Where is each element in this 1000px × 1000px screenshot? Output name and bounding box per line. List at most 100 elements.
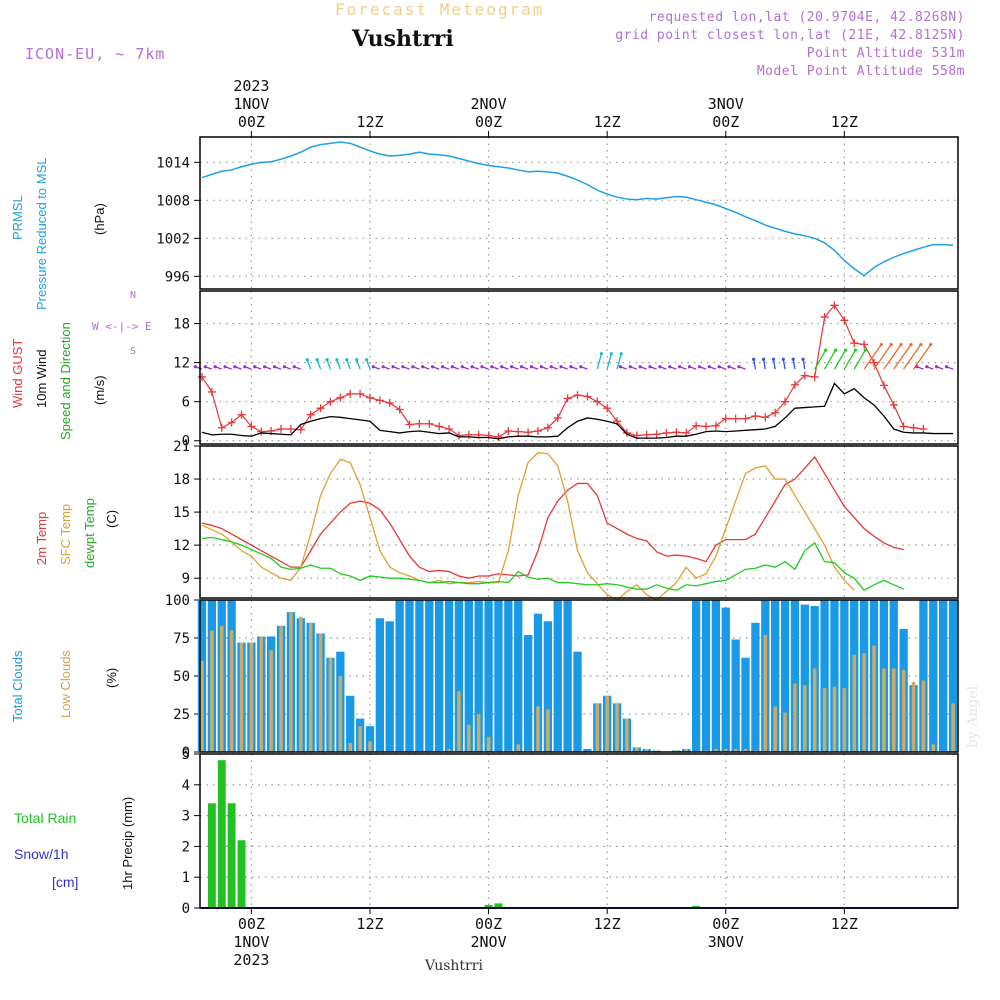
wind-arrow-head xyxy=(929,342,933,347)
rain-label: Total Rain xyxy=(14,810,77,826)
wind-arrow-head xyxy=(233,365,237,369)
total-clouds-bar xyxy=(948,600,958,752)
y-tick-label: 75 xyxy=(173,631,190,647)
wind-direction-arrow xyxy=(616,353,622,370)
low-clouds-bar xyxy=(467,724,471,752)
gust-point-marker xyxy=(415,419,424,428)
wind-arrow-head xyxy=(335,358,339,362)
compass-s: S xyxy=(130,346,137,357)
wind-direction-arrow xyxy=(833,349,847,370)
rain-bar xyxy=(692,905,701,908)
y-tick-label: 0 xyxy=(182,901,190,917)
low-clouds-bar xyxy=(536,706,540,752)
gust-point-marker xyxy=(919,425,928,434)
total-clouds-bar xyxy=(939,600,948,752)
snow-unit: [cm] xyxy=(52,874,79,890)
gust-point-marker xyxy=(800,371,809,380)
low-clouds-bar xyxy=(506,750,511,752)
gust-point-marker xyxy=(425,419,434,428)
low-clouds-bar xyxy=(951,703,955,752)
wind-arrow-head xyxy=(500,365,504,369)
gust-point-marker xyxy=(395,405,404,414)
low-clouds-bar xyxy=(338,676,343,752)
low-clouds-bar xyxy=(901,669,906,752)
wind-arrow-head xyxy=(569,365,573,369)
top-hour-label: 12Z xyxy=(356,113,383,131)
panel-frame xyxy=(199,599,959,753)
gridpoint-coords: grid point closest lon,lat (21E, 42.8125… xyxy=(615,28,965,43)
wind-arrow-head xyxy=(193,365,197,369)
wind-arrow-head xyxy=(727,365,731,369)
low-clouds-bar xyxy=(358,726,362,752)
rain-bar xyxy=(207,803,216,908)
top-date-label: 3NOV xyxy=(708,95,744,113)
wind-direction-arrow xyxy=(346,359,351,370)
gust-point-marker xyxy=(622,428,631,437)
low-clouds-bar xyxy=(674,750,679,752)
wind-arrow-head xyxy=(697,365,702,369)
wind-arrow-head xyxy=(944,365,949,369)
wind-arrow-head xyxy=(345,358,349,362)
panel-frame xyxy=(199,136,959,290)
wind-arrow-head xyxy=(480,365,484,369)
wind-arrow-head xyxy=(203,365,207,369)
wind-arrow-head xyxy=(909,342,913,347)
wind-arrow-head xyxy=(450,365,454,369)
dewpt-series-line xyxy=(201,536,904,592)
total-clouds-bar xyxy=(701,600,711,752)
wind-arrow-head xyxy=(315,358,319,362)
compass-we: W <-|-> E xyxy=(92,320,152,333)
y-tick-label: 2 xyxy=(182,839,190,855)
total-clouds-bar xyxy=(563,600,572,752)
gust-point-marker xyxy=(810,372,819,381)
rain-bar xyxy=(494,903,503,908)
low-clouds-bar xyxy=(891,668,896,752)
wind-direction-arrow xyxy=(316,359,322,370)
wind-arrow-head xyxy=(853,348,857,352)
y-tick-label: 3 xyxy=(182,809,190,825)
gust-point-marker xyxy=(761,413,770,422)
panel-background xyxy=(200,754,958,908)
low-clouds-bar xyxy=(200,660,204,752)
low-clouds-bar xyxy=(763,634,768,752)
low-clouds-bar xyxy=(516,744,521,752)
total-clouds-bar xyxy=(474,600,483,752)
total-clouds-bar xyxy=(523,634,533,752)
low-clouds-bar xyxy=(793,683,797,752)
y-tick-label: 21 xyxy=(173,439,190,455)
wind-arrow-head xyxy=(771,357,776,361)
low-clouds-bar xyxy=(714,748,718,752)
gust-point-marker xyxy=(692,421,701,430)
bottom-hour-label: 00Z xyxy=(475,915,502,933)
wind-arrow-head xyxy=(253,365,257,369)
gust-point-marker xyxy=(306,410,315,419)
total-clouds-bar xyxy=(395,600,404,752)
gust-point-marker xyxy=(593,397,602,406)
low-clouds-bar xyxy=(723,748,728,752)
wind-direction-arrow xyxy=(753,359,757,370)
gust-point-marker xyxy=(296,425,305,434)
low-clouds-bar xyxy=(743,748,748,752)
low-clouds-bar xyxy=(210,630,214,752)
gust-point-marker xyxy=(435,422,444,431)
wind-arrow-head xyxy=(658,365,662,369)
low-clouds-bar xyxy=(644,748,649,752)
station-name: Vushtrri xyxy=(352,26,454,52)
low-clouds-bar xyxy=(733,748,738,752)
wind-arrow-head xyxy=(707,365,711,369)
y-tick-label: 18 xyxy=(173,472,190,488)
low-clouds-bar xyxy=(259,636,264,752)
low-clouds-bar xyxy=(447,748,451,752)
gust-point-marker xyxy=(336,393,345,402)
wind-direction-arrow xyxy=(802,359,806,370)
gust-point-marker xyxy=(405,420,414,429)
gust-point-marker xyxy=(514,427,523,436)
low-clouds-bar xyxy=(476,714,481,752)
total-clouds-bar xyxy=(800,604,809,752)
wind-direction-arrow xyxy=(365,359,371,370)
y-tick-label: 25 xyxy=(173,707,190,723)
low-clouds-bar xyxy=(348,742,352,752)
top-hour-label: 12Z xyxy=(594,113,621,131)
gust-point-marker xyxy=(751,412,760,421)
